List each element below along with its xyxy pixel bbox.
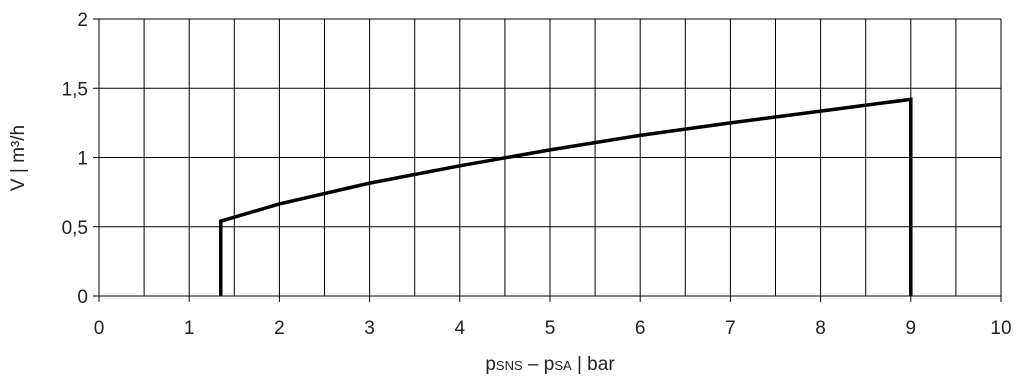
x-axis-title: pSNS – pSA | bar [485,354,615,375]
x-tick-label: 6 [635,318,646,339]
y-tick-label: 1,5 [62,79,88,100]
x-tick-label: 5 [545,318,556,339]
x-tick-label: 2 [274,318,285,339]
x-axis-title-part: SNS [496,358,523,373]
x-tick-label: 0 [94,318,105,339]
x-tick-label: 8 [815,318,826,339]
x-tick-label: 3 [364,318,375,339]
y-tick-labels: 0 0,5 1 1,5 2 [62,10,99,308]
y-tick-label: 1 [77,149,88,170]
x-tick-label: 1 [184,318,195,339]
x-axis-title-part: p [485,354,496,375]
x-tick-labels: 0 1 2 3 4 5 6 7 8 9 10 [94,296,1012,339]
x-axis-title-part: SA [554,358,572,373]
y-axis-title: V | m³/h [8,125,29,191]
grid [98,18,1002,297]
y-tick-label: 0 [77,287,88,308]
x-axis-title-part: | bar [572,354,616,375]
x-tick-label: 9 [906,318,917,339]
x-tick-label: 10 [990,318,1011,339]
y-tick-label: 2 [77,10,88,31]
x-tick-label: 7 [725,318,736,339]
series-line [219,97,913,296]
x-axis-title-part: – p [523,354,555,375]
x-tick-label: 4 [455,318,466,339]
y-tick-label: 0,5 [62,218,88,239]
series-layer [219,97,913,296]
